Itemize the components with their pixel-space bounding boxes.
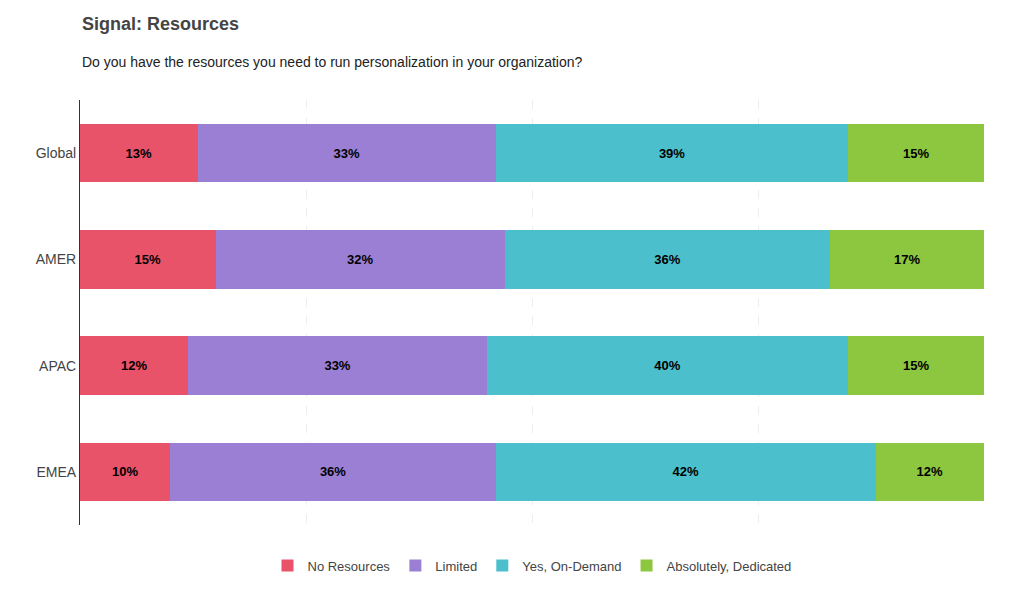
- svg-text:12%: 12%: [917, 464, 943, 479]
- svg-text:13%: 13%: [126, 146, 152, 161]
- svg-text:10%: 10%: [112, 464, 138, 479]
- svg-text:Global: Global: [36, 145, 76, 161]
- svg-text:33%: 33%: [324, 358, 350, 373]
- svg-text:17%: 17%: [894, 252, 920, 267]
- svg-text:15%: 15%: [903, 358, 929, 373]
- svg-text:Limited: Limited: [435, 559, 477, 574]
- svg-text:32%: 32%: [347, 252, 373, 267]
- svg-text:EMEA: EMEA: [37, 464, 77, 480]
- svg-text:15%: 15%: [135, 252, 161, 267]
- svg-text:Signal: Resources: Signal: Resources: [82, 14, 239, 34]
- svg-text:40%: 40%: [654, 358, 680, 373]
- svg-text:Do you have the resources you: Do you have the resources you need to ru…: [82, 54, 583, 70]
- svg-text:39%: 39%: [659, 146, 685, 161]
- svg-text:No Resources: No Resources: [308, 559, 391, 574]
- svg-text:Yes, On-Demand: Yes, On-Demand: [522, 559, 621, 574]
- svg-text:12%: 12%: [121, 358, 147, 373]
- svg-text:36%: 36%: [654, 252, 680, 267]
- svg-text:AMER: AMER: [36, 251, 76, 267]
- svg-text:42%: 42%: [672, 464, 698, 479]
- svg-text:33%: 33%: [333, 146, 359, 161]
- svg-text:15%: 15%: [903, 146, 929, 161]
- svg-text:36%: 36%: [320, 464, 346, 479]
- svg-text:APAC: APAC: [39, 358, 76, 374]
- svg-text:Absolutely, Dedicated: Absolutely, Dedicated: [667, 559, 792, 574]
